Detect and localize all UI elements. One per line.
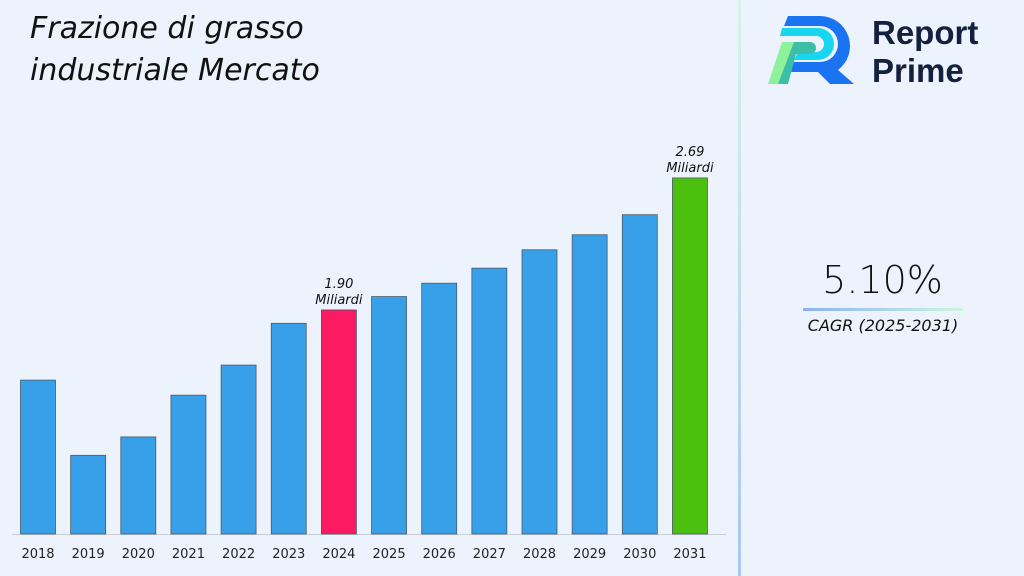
bar-2030 [621, 214, 658, 535]
x-tick-label: 2018 [21, 547, 54, 562]
bar-2018 [20, 379, 56, 535]
chart-title: Frazione di grasso industriale Mercato [30, 8, 320, 92]
x-tick-label: 2024 [322, 547, 355, 562]
cagr-value: 5.10% [822, 258, 943, 302]
data-label: Miliardi [315, 293, 363, 308]
cagr-label: CAGR (2025-2031) [807, 316, 959, 335]
divider [738, 0, 741, 576]
logo-line-1: Report [872, 14, 979, 51]
data-label: 1.90 [324, 277, 353, 292]
logo-line-2: Prime [872, 52, 964, 89]
bar-2024 [320, 309, 357, 535]
bar-2028 [521, 249, 558, 535]
logo-text: Report Prime [872, 14, 978, 90]
bar-2022 [220, 364, 257, 535]
bar-2026 [421, 282, 458, 535]
bar-2023 [270, 322, 307, 535]
cagr-underline [803, 308, 963, 311]
bar-2031 [672, 177, 708, 535]
x-tick-label: 2027 [473, 547, 506, 562]
x-tick-label: 2028 [523, 547, 556, 562]
x-tick-label: 2029 [573, 547, 606, 562]
bar-2021 [170, 394, 207, 535]
data-label: Miliardi [666, 161, 714, 176]
x-tick-label: 2030 [623, 547, 656, 562]
x-tick-label: 2021 [172, 547, 205, 562]
title-line-1: Frazione di grasso [30, 11, 304, 46]
x-tick-label: 2031 [673, 547, 706, 562]
bar-2029 [571, 234, 608, 535]
title-line-2: industriale Mercato [30, 53, 320, 88]
bar-2019 [70, 454, 107, 535]
x-tick-label: 2023 [272, 547, 305, 562]
bar-2027 [471, 267, 508, 535]
bar-chart: 2018 2019 2020 2021 2022 2023 20241.90Miliardi… [12, 145, 726, 562]
bar-2025 [371, 296, 407, 535]
x-tick-label: 2022 [222, 547, 255, 562]
data-label: 2.69 [675, 145, 704, 160]
x-tick-label: 2026 [423, 547, 456, 562]
bar-2020 [120, 436, 157, 535]
x-tick-label: 2020 [122, 547, 155, 562]
x-tick-label: 2019 [72, 547, 105, 562]
report-prime-logo-icon [768, 16, 854, 84]
x-tick-label: 2025 [373, 547, 406, 562]
